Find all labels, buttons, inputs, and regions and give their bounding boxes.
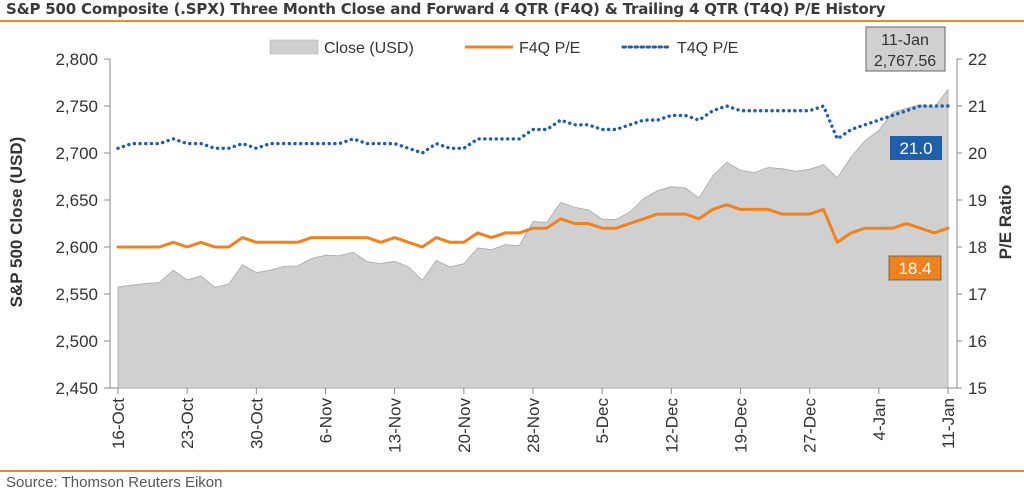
x-tick-label: 12-Dec — [662, 398, 681, 453]
x-tick-label: 23-Oct — [178, 398, 197, 449]
left-tick-label: 2,800 — [55, 50, 98, 69]
left-tick-label: 2,500 — [55, 332, 98, 351]
source-note: Source: Thomson Reuters Eikon — [6, 474, 223, 491]
x-tick-label: 28-Nov — [524, 398, 543, 453]
right-tick-label: 21 — [968, 97, 987, 116]
x-tick-label: 20-Nov — [455, 398, 474, 453]
x-tick-label: 19-Dec — [732, 398, 751, 453]
x-tick-label: 13-Nov — [386, 398, 405, 453]
y-axis-label-left: S&P 500 Close (USD) — [7, 137, 26, 308]
legend-swatch-close — [269, 39, 319, 55]
chart-canvas: 2,450 2,500 2,550 2,600 2,650 2,700 2,750 2,800… — [7, 26, 1015, 453]
x-tick-label: 16-Oct — [109, 398, 128, 449]
right-tick-label: 17 — [968, 285, 987, 304]
f4q-badge: 18.4 — [888, 255, 942, 281]
left-tick-label: 2,650 — [55, 191, 98, 210]
left-axis-ticks: 2,450 2,500 2,550 2,600 2,650 2,700 2,750 2,800 — [55, 50, 110, 398]
legend: Close (USD) F4Q P/E T4Q P/E — [269, 39, 738, 57]
right-tick-label: 19 — [968, 191, 987, 210]
right-tick-label: 20 — [968, 144, 987, 163]
right-tick-label: 16 — [968, 332, 987, 351]
legend-label-f4q: F4Q P/E — [519, 40, 580, 57]
x-tick-label: 5-Dec — [593, 398, 612, 444]
right-tick-label: 22 — [968, 50, 987, 69]
close-callout-box — [865, 26, 946, 72]
t4q-badge-value: 21.0 — [899, 139, 932, 158]
f4q-badge-box — [888, 255, 942, 281]
right-tick-label: 15 — [968, 379, 987, 398]
x-tick-label: 11-Jan — [939, 398, 958, 449]
f4q-badge-value: 18.4 — [898, 259, 931, 278]
left-tick-label: 2,450 — [55, 379, 98, 398]
left-tick-label: 2,550 — [55, 285, 98, 304]
f4q-pe-line — [116, 203, 950, 249]
x-tick-label: 30-Oct — [247, 398, 266, 449]
close-area-series — [117, 88, 949, 389]
right-tick-label: 18 — [968, 238, 987, 257]
x-tick-label: 6-Nov — [317, 398, 336, 444]
close-callout-date: 11-Jan — [881, 32, 929, 49]
close-area — [117, 88, 949, 389]
left-tick-label: 2,750 — [55, 97, 98, 116]
x-tick-label: 27-Dec — [801, 398, 820, 453]
chart-title: S&P 500 Composite (.SPX) Three Month Clo… — [6, 0, 886, 18]
right-axis-ticks: 15 16 17 18 19 20 21 22 — [957, 50, 987, 398]
close-callout: 11-Jan 2,767.56 — [865, 26, 946, 72]
legend-label-t4q: T4Q P/E — [677, 40, 738, 57]
x-axis-ticks: 16-Oct 23-Oct 30-Oct 6-Nov 13-Nov 20-Nov 28-No… — [109, 388, 958, 453]
legend-label-close: Close (USD) — [324, 40, 414, 57]
title-divider — [0, 20, 1024, 22]
close-callout-value: 2,767.56 — [874, 53, 936, 70]
left-tick-label: 2,700 — [55, 144, 98, 163]
x-tick-label: 4-Jan — [870, 398, 889, 441]
t4q-badge-box — [890, 136, 942, 160]
t4q-badge: 21.0 — [890, 136, 942, 160]
t4q-pe-line — [116, 104, 950, 155]
y-axis-label-right: P/E Ratio — [996, 185, 1015, 260]
footer-divider — [0, 470, 1024, 472]
left-tick-label: 2,600 — [55, 238, 98, 257]
